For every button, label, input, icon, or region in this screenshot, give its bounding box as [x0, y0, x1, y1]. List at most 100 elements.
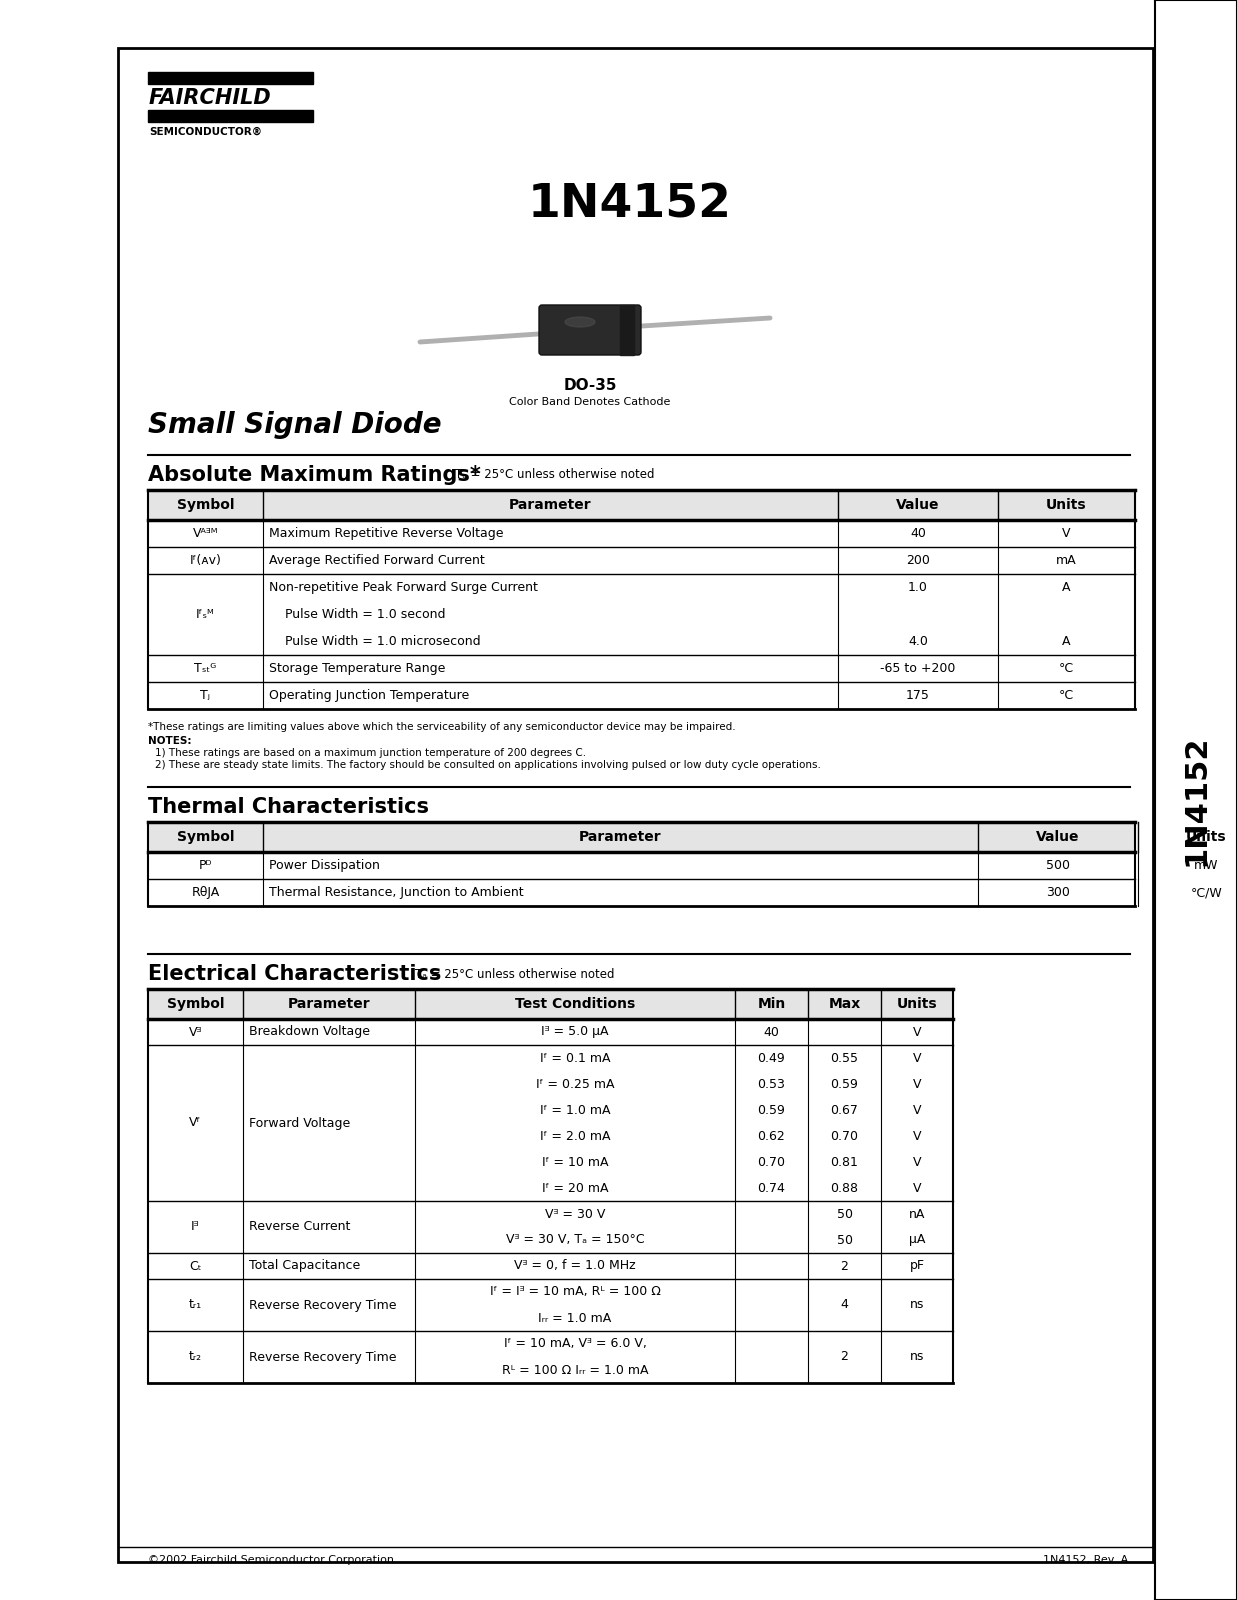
- Text: 0.81: 0.81: [830, 1155, 858, 1168]
- Text: ns: ns: [909, 1299, 924, 1312]
- Text: V: V: [913, 1051, 922, 1064]
- Text: 50: 50: [836, 1234, 852, 1246]
- Text: Iᴲ: Iᴲ: [192, 1221, 199, 1234]
- Text: 0.74: 0.74: [757, 1181, 785, 1195]
- Text: Breakdown Voltage: Breakdown Voltage: [249, 1026, 370, 1038]
- Text: Vᴲ = 30 V: Vᴲ = 30 V: [544, 1208, 605, 1221]
- Text: Storage Temperature Range: Storage Temperature Range: [268, 662, 445, 675]
- Text: Absolute Maximum Ratings*: Absolute Maximum Ratings*: [148, 466, 481, 485]
- Bar: [118, 48, 1153, 1562]
- Text: Units: Units: [1186, 830, 1227, 845]
- Text: Iᶠ = 2.0 mA: Iᶠ = 2.0 mA: [539, 1130, 610, 1142]
- Bar: [148, 110, 313, 122]
- Text: Vᴲ = 0, f = 1.0 MHz: Vᴲ = 0, f = 1.0 MHz: [515, 1259, 636, 1272]
- Text: Parameter: Parameter: [579, 830, 662, 845]
- Text: DO-35: DO-35: [563, 378, 617, 392]
- Text: SEMICONDUCTOR®: SEMICONDUCTOR®: [148, 126, 262, 138]
- Text: Parameter: Parameter: [510, 498, 591, 512]
- Text: Iᶠ = 20 mA: Iᶠ = 20 mA: [542, 1181, 609, 1195]
- Text: Reverse Recovery Time: Reverse Recovery Time: [249, 1299, 397, 1312]
- Text: Small Signal Diode: Small Signal Diode: [148, 411, 442, 438]
- Text: Iᶠ = 10 mA, Vᴲ = 6.0 V,: Iᶠ = 10 mA, Vᴲ = 6.0 V,: [503, 1338, 647, 1350]
- Text: Non-repetitive Peak Forward Surge Current: Non-repetitive Peak Forward Surge Curren…: [268, 581, 538, 594]
- Text: 2: 2: [841, 1350, 849, 1363]
- Text: V: V: [913, 1104, 922, 1117]
- Text: Color Band Denotes Cathode: Color Band Denotes Cathode: [510, 397, 670, 406]
- Text: Max: Max: [829, 997, 861, 1011]
- Text: Pulse Width = 1.0 microsecond: Pulse Width = 1.0 microsecond: [268, 635, 481, 648]
- Text: ©2002 Fairchild Semiconductor Corporation: ©2002 Fairchild Semiconductor Corporatio…: [148, 1555, 395, 1565]
- Text: 4.0: 4.0: [908, 635, 928, 648]
- Text: 200: 200: [905, 554, 930, 566]
- Text: tᵣ₁: tᵣ₁: [189, 1299, 202, 1312]
- Text: Iᶠₛᴹ: Iᶠₛᴹ: [197, 608, 215, 621]
- Text: RθJA: RθJA: [192, 886, 220, 899]
- Text: Vᴬᴲᴹ: Vᴬᴲᴹ: [193, 526, 218, 541]
- Text: Forward Voltage: Forward Voltage: [249, 1117, 350, 1130]
- Text: Iᶠ = 0.1 mA: Iᶠ = 0.1 mA: [539, 1051, 610, 1064]
- Text: 1N4152: 1N4152: [1181, 734, 1211, 866]
- Text: V: V: [913, 1130, 922, 1142]
- Text: Pᴰ: Pᴰ: [199, 859, 213, 872]
- Text: pF: pF: [909, 1259, 924, 1272]
- Text: Tₐ = 25°C unless otherwise noted: Tₐ = 25°C unless otherwise noted: [455, 469, 654, 482]
- Text: Test Conditions: Test Conditions: [515, 997, 635, 1011]
- Text: Tₛₜᴳ: Tₛₜᴳ: [194, 662, 216, 675]
- Text: 1N4152, Rev. A: 1N4152, Rev. A: [1043, 1555, 1128, 1565]
- Text: 1) These ratings are based on a maximum junction temperature of 200 degrees C.: 1) These ratings are based on a maximum …: [155, 749, 586, 758]
- Text: Electrical Characteristics: Electrical Characteristics: [148, 963, 442, 984]
- Text: 4: 4: [841, 1299, 849, 1312]
- Text: tᵣ₂: tᵣ₂: [189, 1350, 202, 1363]
- Text: nA: nA: [909, 1208, 925, 1221]
- Text: Iᶠ(ᴀᴠ): Iᶠ(ᴀᴠ): [189, 554, 221, 566]
- Text: 2: 2: [841, 1259, 849, 1272]
- Text: 2) These are steady state limits. The factory should be consulted on application: 2) These are steady state limits. The fa…: [155, 760, 821, 770]
- Text: Value: Value: [897, 498, 940, 512]
- Text: Average Rectified Forward Current: Average Rectified Forward Current: [268, 554, 485, 566]
- Bar: [148, 989, 952, 1019]
- Text: Iᶠ = 0.25 mA: Iᶠ = 0.25 mA: [536, 1077, 615, 1091]
- Text: 0.67: 0.67: [830, 1104, 858, 1117]
- Text: 40: 40: [910, 526, 927, 541]
- Text: V: V: [1063, 526, 1071, 541]
- Text: °C: °C: [1059, 662, 1074, 675]
- Text: 0.59: 0.59: [830, 1077, 858, 1091]
- Text: V: V: [913, 1181, 922, 1195]
- Text: °C: °C: [1059, 690, 1074, 702]
- Text: V: V: [913, 1026, 922, 1038]
- Text: Rᴸ = 100 Ω Iᵣᵣ = 1.0 mA: Rᴸ = 100 Ω Iᵣᵣ = 1.0 mA: [502, 1363, 648, 1376]
- Ellipse shape: [565, 317, 595, 326]
- Text: Maximum Repetitive Reverse Voltage: Maximum Repetitive Reverse Voltage: [268, 526, 503, 541]
- Text: A: A: [1063, 581, 1071, 594]
- Text: Iᶠ = 10 mA: Iᶠ = 10 mA: [542, 1155, 609, 1168]
- Bar: [148, 490, 1136, 520]
- Text: FAIRCHILD: FAIRCHILD: [148, 88, 272, 109]
- FancyBboxPatch shape: [539, 306, 641, 355]
- Bar: [148, 72, 313, 83]
- Text: Thermal Resistance, Junction to Ambient: Thermal Resistance, Junction to Ambient: [268, 886, 523, 899]
- Bar: [1155, 0, 1237, 1600]
- Text: Operating Junction Temperature: Operating Junction Temperature: [268, 690, 469, 702]
- Text: Iᶠ = Iᴲ = 10 mA, Rᴸ = 100 Ω: Iᶠ = Iᴲ = 10 mA, Rᴸ = 100 Ω: [490, 1285, 661, 1299]
- Text: Cₜ: Cₜ: [189, 1259, 202, 1272]
- Text: Iᶠ = 1.0 mA: Iᶠ = 1.0 mA: [539, 1104, 610, 1117]
- Text: 0.70: 0.70: [830, 1130, 858, 1142]
- Text: 0.88: 0.88: [830, 1181, 858, 1195]
- Bar: [148, 822, 1136, 851]
- Text: 0.53: 0.53: [757, 1077, 785, 1091]
- Text: Vᴲ: Vᴲ: [189, 1026, 202, 1038]
- Text: Iᵣᵣ = 1.0 mA: Iᵣᵣ = 1.0 mA: [538, 1312, 611, 1325]
- Text: Units: Units: [1047, 498, 1087, 512]
- Text: Symbol: Symbol: [177, 830, 234, 845]
- Text: *These ratings are limiting values above which the serviceability of any semicon: *These ratings are limiting values above…: [148, 722, 736, 733]
- Text: Iᴲ = 5.0 μA: Iᴲ = 5.0 μA: [542, 1026, 609, 1038]
- Text: 0.55: 0.55: [830, 1051, 858, 1064]
- Text: A: A: [1063, 635, 1071, 648]
- Text: Thermal Characteristics: Thermal Characteristics: [148, 797, 429, 818]
- Text: 0.62: 0.62: [757, 1130, 785, 1142]
- Text: Vᶠ: Vᶠ: [189, 1117, 202, 1130]
- Text: V: V: [913, 1155, 922, 1168]
- Text: 0.49: 0.49: [757, 1051, 785, 1064]
- Text: °C/W: °C/W: [1191, 886, 1222, 899]
- Text: mW: mW: [1194, 859, 1218, 872]
